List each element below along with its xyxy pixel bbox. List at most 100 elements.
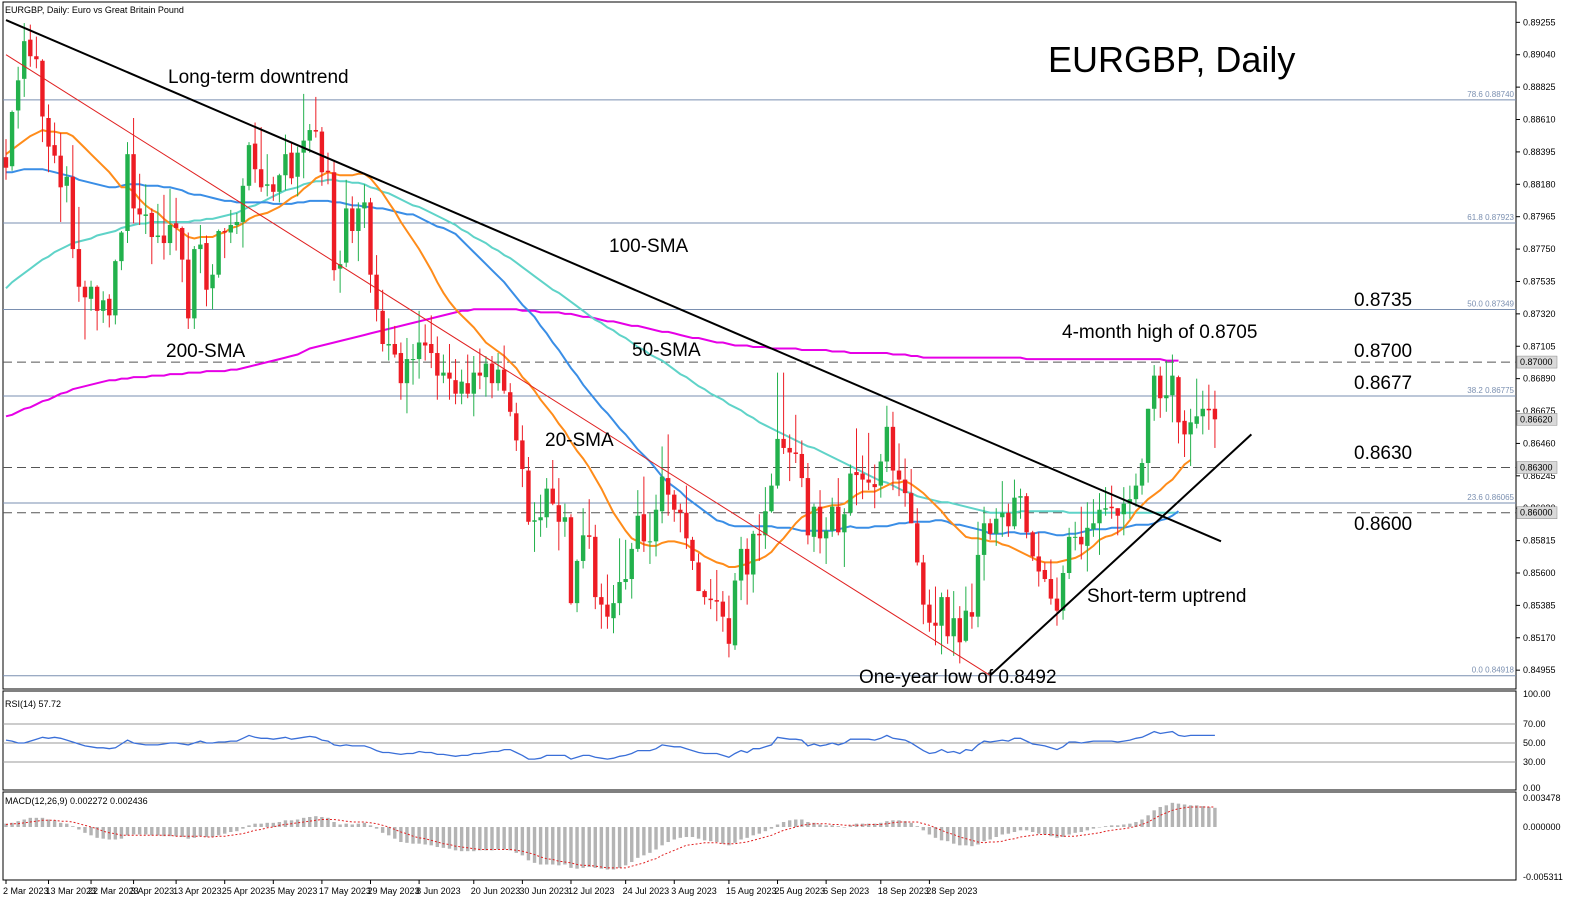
- bull-candle: [823, 530, 829, 539]
- fib-label: 50.0 0.87349: [1467, 299, 1514, 308]
- macd-histogram-bar: [885, 821, 889, 827]
- macd-histogram-bar: [478, 827, 482, 851]
- macd-histogram-bar: [52, 820, 57, 827]
- level-0-8630: 0.8630: [1354, 443, 1412, 464]
- macd-histogram-bar: [1018, 827, 1023, 831]
- macd-histogram-bar: [787, 820, 792, 827]
- bull-candle: [842, 514, 847, 533]
- macd-histogram-bar: [320, 816, 324, 827]
- bull-candle: [1097, 509, 1102, 524]
- bear-candle: [429, 343, 434, 354]
- price-tick-label: 0.85385: [1523, 600, 1556, 610]
- bull-candle: [301, 140, 306, 153]
- bear-candle: [799, 453, 805, 479]
- macd-histogram-bar: [368, 825, 373, 827]
- macd-histogram-bar: [544, 827, 549, 865]
- bull-candle: [143, 214, 148, 216]
- bull-candle: [337, 264, 343, 269]
- macd-histogram-bar: [1109, 825, 1114, 827]
- price-tag-box: [1516, 506, 1558, 519]
- bear-candle: [331, 172, 337, 271]
- macd-histogram-bar: [958, 827, 962, 846]
- bull-candle: [659, 476, 665, 512]
- macd-histogram-bar: [915, 826, 919, 827]
- bull-candle: [775, 438, 780, 486]
- macd-histogram-bar: [727, 827, 731, 846]
- macd-histogram-bar: [1207, 806, 1211, 827]
- macd-histogram-bar: [514, 827, 518, 853]
- macd-histogram-bar: [411, 827, 415, 844]
- macd-histogram-bar: [271, 822, 275, 827]
- price-tag-label: 0.86620: [1520, 414, 1553, 424]
- date-tick-label: 3 Apr 2023: [131, 886, 175, 896]
- bear-candle: [787, 447, 792, 453]
- bull-candle: [769, 485, 774, 512]
- macd-histogram-bar: [842, 827, 847, 828]
- macd-histogram-bar: [295, 819, 300, 827]
- macd-histogram-bar: [1182, 804, 1187, 827]
- macd-histogram-bar: [617, 827, 622, 868]
- date-tick-label: 6 Sep 2023: [823, 886, 869, 896]
- bull-candle: [1060, 572, 1066, 611]
- bull-candle: [623, 579, 628, 583]
- macd-histogram-bar: [702, 827, 707, 841]
- macd-histogram-bar: [526, 827, 531, 861]
- bear-candle: [489, 363, 495, 384]
- macd-histogram-bar: [453, 827, 458, 851]
- bear-candle: [726, 618, 732, 644]
- macd-histogram-bar: [812, 822, 816, 827]
- macd-histogram-bar: [733, 827, 737, 843]
- panel-frames: [2, 1, 1517, 881]
- bear-candle: [271, 184, 276, 192]
- bull-candle: [939, 597, 944, 626]
- macd-histogram-bar: [247, 825, 251, 827]
- bear-candle: [945, 597, 950, 637]
- bull-candle: [295, 152, 300, 177]
- bull-candle: [532, 520, 537, 522]
- macd-histogram-bar: [1043, 827, 1047, 835]
- macd-histogram-bar: [775, 824, 780, 827]
- bull-candle: [404, 359, 410, 384]
- bear-candle: [817, 506, 823, 539]
- macd-histogram-bar: [836, 826, 840, 827]
- price-tag-label: 0.86000: [1520, 508, 1553, 518]
- bull-candle: [216, 231, 221, 275]
- bear-candle: [34, 56, 39, 60]
- macd-histogram-bar: [198, 827, 203, 837]
- macd-histogram-bar: [745, 827, 749, 838]
- macd-histogram-bar: [581, 827, 585, 868]
- bull-candle: [362, 202, 367, 209]
- macd-histogram-bar: [326, 817, 330, 827]
- bull-candle: [228, 224, 233, 233]
- one-year-low-label: One-year low of 0.8492: [859, 667, 1057, 688]
- macd-histogram-bar: [587, 827, 591, 868]
- rsi-label: RSI(14) 57.72: [5, 699, 61, 709]
- macd-histogram-bar: [891, 820, 895, 827]
- macd-histogram-bar: [824, 825, 828, 827]
- macd-histogram-bar: [77, 827, 81, 830]
- bear-candle: [593, 536, 598, 598]
- bull-candle: [416, 342, 422, 360]
- date-tick-label: 18 Sep 2023: [878, 886, 929, 896]
- bull-candle: [1145, 408, 1151, 464]
- bear-candle: [520, 440, 525, 470]
- bear-candle: [690, 539, 695, 561]
- macd-signal-line: [5, 806, 1215, 869]
- bear-candle: [1024, 496, 1029, 533]
- date-tick-label: 8 Jun 2023: [416, 886, 461, 896]
- macd-histogram-bar: [818, 824, 822, 827]
- bear-candle: [714, 600, 719, 602]
- price-tick-label: 0.88395: [1523, 147, 1556, 157]
- bear-candle: [872, 484, 877, 488]
- macd-histogram-bar: [235, 827, 239, 832]
- macd-histogram-bar: [642, 827, 646, 856]
- bear-candle: [1212, 408, 1218, 420]
- bull-candle: [994, 518, 999, 534]
- bear-candle: [927, 604, 932, 623]
- macd-histogram-bar: [144, 827, 148, 835]
- macd-histogram-bar: [186, 827, 190, 839]
- macd-histogram-bar: [1158, 806, 1162, 827]
- bear-candle: [149, 212, 154, 238]
- macd-histogram-bar: [1012, 827, 1017, 833]
